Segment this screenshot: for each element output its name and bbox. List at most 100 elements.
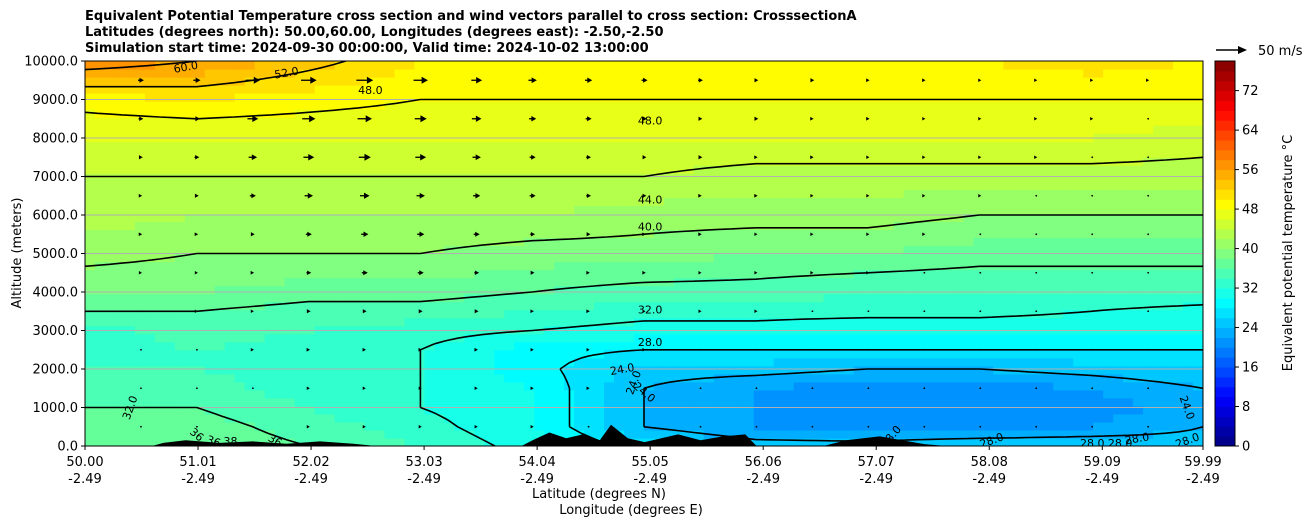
field-cell <box>823 421 835 431</box>
field-cell <box>234 269 246 279</box>
field-cell <box>963 173 975 182</box>
field-cell <box>234 197 246 206</box>
field-cell <box>883 301 895 311</box>
field-cell <box>793 293 805 303</box>
field-cell <box>853 261 865 271</box>
field-cell <box>673 357 685 367</box>
field-cell <box>464 253 475 263</box>
field-cell <box>733 157 745 166</box>
field-cell <box>1113 125 1124 134</box>
field-cell <box>584 261 595 271</box>
field-cell <box>763 301 775 311</box>
field-cell <box>554 333 565 343</box>
field-cell <box>144 285 156 295</box>
field-cell <box>1093 109 1104 118</box>
field-cell <box>354 165 366 174</box>
field-cell <box>703 197 715 206</box>
field-cell <box>823 261 835 271</box>
field-cell <box>763 349 775 359</box>
field-cell <box>524 269 535 279</box>
field-cell <box>294 229 306 239</box>
field-cell <box>304 165 316 174</box>
field-cell <box>793 205 805 214</box>
field-cell <box>94 189 106 198</box>
field-cell <box>534 309 545 319</box>
field-cell <box>1003 221 1014 231</box>
field-cell <box>853 317 865 327</box>
field-cell <box>1023 389 1034 399</box>
field-cell <box>304 93 316 102</box>
field-cell <box>1003 141 1014 150</box>
field-cell <box>184 301 196 311</box>
field-cell <box>843 141 855 150</box>
field-cell <box>574 277 585 287</box>
field-cell <box>683 189 695 198</box>
field-cell <box>254 117 266 126</box>
field-cell <box>244 149 256 158</box>
field-cell <box>1103 349 1114 359</box>
field-cell <box>524 125 535 134</box>
field-cell <box>913 125 925 134</box>
field-cell <box>1173 405 1184 415</box>
field-cell <box>404 181 416 190</box>
field-cell <box>264 349 276 359</box>
field-cell <box>1073 381 1084 391</box>
field-cell <box>464 357 475 367</box>
field-cell <box>214 261 226 271</box>
field-cell <box>464 261 475 271</box>
field-cell <box>763 261 775 271</box>
field-cell <box>544 109 555 118</box>
field-cell <box>903 109 915 118</box>
field-cell <box>943 109 955 118</box>
field-cell <box>524 117 535 126</box>
field-cell <box>1073 349 1084 359</box>
field-cell <box>174 165 186 174</box>
field-cell <box>703 117 715 126</box>
field-cell <box>314 117 326 126</box>
field-cell <box>853 165 865 174</box>
field-cell <box>434 285 445 295</box>
field-cell <box>594 397 605 407</box>
field-cell <box>1033 381 1044 391</box>
field-cell <box>254 237 266 247</box>
field-cell <box>494 349 505 359</box>
field-cell <box>1133 237 1144 247</box>
field-cell <box>544 397 555 407</box>
field-cell <box>234 165 246 174</box>
field-cell <box>204 205 216 214</box>
field-cell <box>284 381 296 391</box>
field-cell <box>893 389 905 399</box>
field-cell <box>943 381 955 391</box>
field-cell <box>214 405 226 415</box>
field-cell <box>564 109 575 118</box>
field-cell <box>1033 181 1044 190</box>
field-cell <box>114 109 126 118</box>
field-cell <box>1163 205 1174 214</box>
field-cell <box>703 253 715 263</box>
field-cell <box>354 101 366 110</box>
field-cell <box>1013 349 1024 359</box>
field-cell <box>1183 389 1194 399</box>
field-cell <box>653 261 665 271</box>
field-cell <box>94 269 106 279</box>
field-cell <box>1013 221 1024 231</box>
field-cell <box>703 317 715 327</box>
field-cell <box>883 421 895 431</box>
field-cell <box>304 173 316 182</box>
field-cell <box>693 85 705 94</box>
field-cell <box>713 173 725 182</box>
field-cell <box>324 277 336 287</box>
field-cell <box>883 397 895 407</box>
field-cell <box>1133 221 1144 231</box>
field-cell <box>823 341 835 351</box>
field-cell <box>584 349 595 359</box>
field-cell <box>614 389 625 399</box>
field-cell <box>284 413 296 423</box>
field-cell <box>474 389 485 399</box>
field-cell <box>584 373 595 383</box>
field-cell <box>773 213 785 223</box>
field-cell <box>863 197 875 206</box>
field-cell <box>653 109 665 118</box>
field-cell <box>1153 181 1164 190</box>
field-cell <box>1003 229 1014 239</box>
